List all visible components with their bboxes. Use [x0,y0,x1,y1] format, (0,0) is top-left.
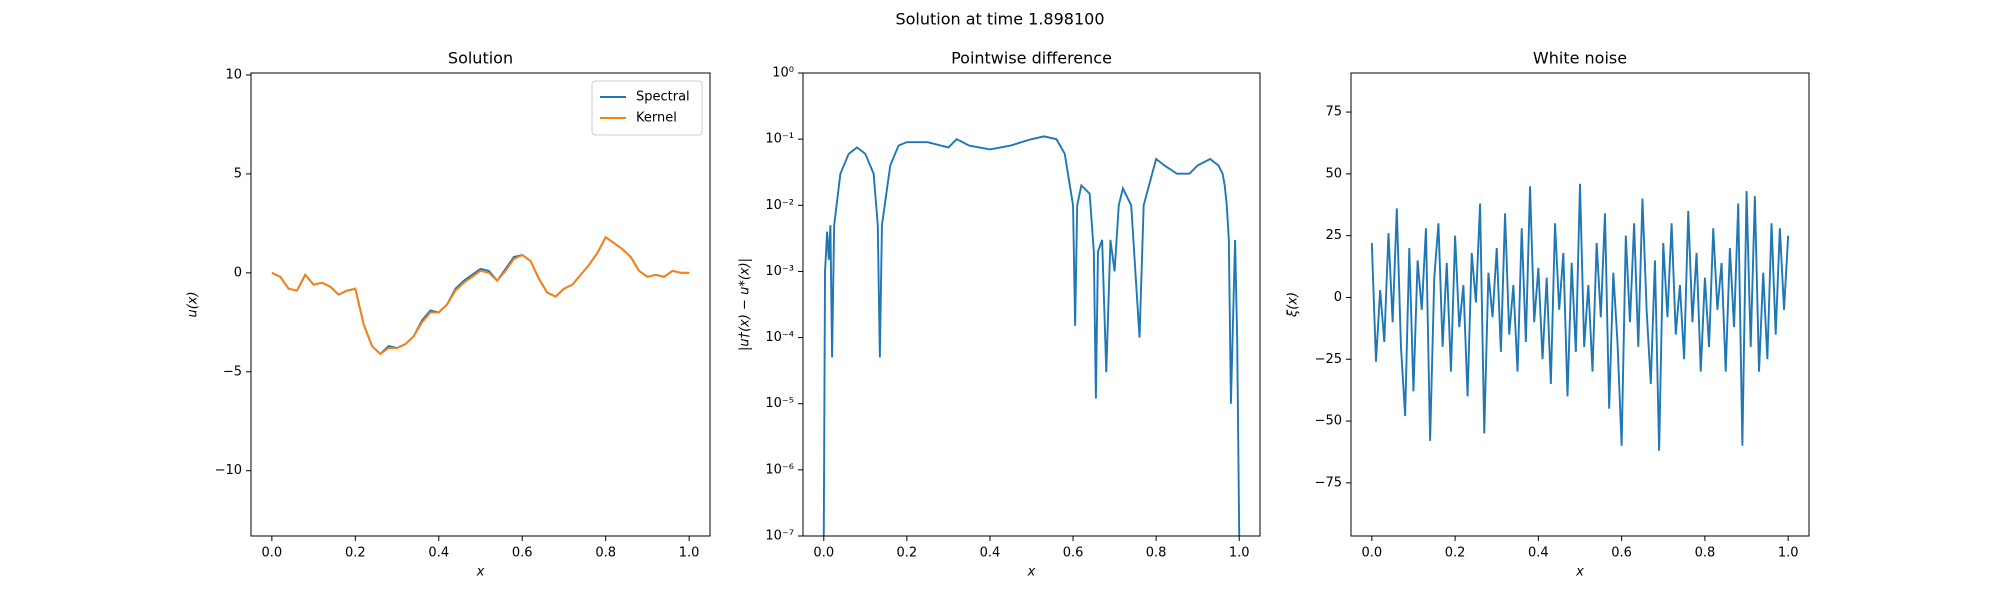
y-tick-label: 10⁻⁷ [765,529,794,544]
x-tick-label: 0.8 [1146,546,1167,561]
x-tick-label: 0.8 [1695,546,1716,561]
y-tick-label: 50 [1325,166,1342,181]
series-line [271,235,690,356]
y-tick-label: 10⁻² [765,198,794,213]
y-tick-label: 0 [1334,290,1342,305]
subplot: White noise 0.0 0.2 0.4 0.6 0.8 1.0 −75 −50 −25 0 2… [1286,49,1810,580]
legend-label: Kernel [636,111,677,126]
y-tick-label: 5 [234,166,242,181]
y-tick-label: 10⁻¹ [765,132,794,147]
x-tick-label: 1.0 [1778,546,1799,561]
subplot-title: White noise [1533,49,1627,68]
x-tick-label: 0.2 [897,546,918,561]
axes-frame [802,72,1261,537]
y-tick-label: 0 [234,265,242,280]
x-tick-label: 0.0 [262,546,283,561]
y-tick-label: 10 [225,67,242,82]
y-tick-label: −75 [1315,475,1342,490]
x-tick-label: 0.4 [1528,546,1549,561]
y-tick-label: 75 [1325,105,1342,120]
x-axis-label: x [1575,565,1584,580]
y-tick-label: 10⁻³ [765,264,794,279]
y-tick-label: −5 [223,364,242,379]
figure-title: Solution at time 1.898100 [895,10,1104,29]
x-tick-label: 0.4 [980,546,1001,561]
series-line [1370,183,1790,451]
legend-label: Spectral [636,90,690,105]
y-tick-label: −25 [1315,352,1342,367]
subplot-title: Pointwise difference [951,49,1112,68]
x-tick-label: 0.4 [428,546,449,561]
x-tick-label: 0.2 [345,546,366,561]
x-tick-label: 1.0 [1229,546,1250,561]
x-axis-label: x [476,565,485,580]
x-tick-label: 0.8 [595,546,616,561]
axes-frame [250,72,711,537]
y-tick-label: −50 [1315,414,1342,429]
series-line [271,235,690,356]
y-tick-label: 10⁻⁵ [765,396,794,411]
y-axis-label: ξ(x) [1286,292,1301,318]
subplot: Pointwise difference 0.0 0.2 0.4 0.6 0.8 1.0 10… [738,49,1261,580]
legend-box [591,80,703,136]
x-tick-label: 0.0 [1361,546,1382,561]
y-axis-label: |u†(x) − u*(x)| [738,258,753,351]
subplot: Solution 0.0 0.2 0.4 0.6 0.8 1.0 −10 −5 0 5 10 x u(x)… [186,49,711,580]
subplot-title: Solution [448,49,513,68]
y-tick-label: 10⁻⁶ [765,462,794,477]
x-tick-label: 1.0 [679,546,700,561]
y-axis-label: u(x) [186,291,201,317]
y-tick-label: 10⁻⁴ [765,330,794,345]
x-tick-label: 0.6 [512,546,533,561]
y-tick-label: 10⁰ [772,66,794,81]
x-tick-label: 0.6 [1063,546,1084,561]
x-axis-label: x [1027,565,1036,580]
y-tick-label: −10 [215,463,242,478]
x-tick-label: 0.0 [813,546,834,561]
y-tick-label: 25 [1325,228,1342,243]
series-line [822,135,1241,536]
x-tick-label: 0.6 [1611,546,1632,561]
axes-frame [1350,72,1810,537]
x-tick-label: 0.2 [1445,546,1466,561]
